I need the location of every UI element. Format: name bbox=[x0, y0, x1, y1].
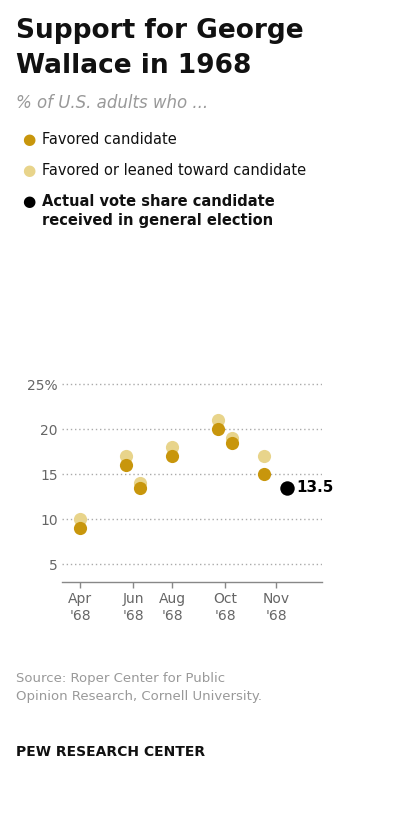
Text: Support for George: Support for George bbox=[16, 18, 304, 44]
Text: Favored or leaned toward candidate: Favored or leaned toward candidate bbox=[42, 163, 306, 177]
Point bbox=[229, 436, 236, 449]
Point bbox=[261, 449, 268, 462]
Point bbox=[137, 481, 144, 494]
Point bbox=[77, 513, 84, 526]
Point bbox=[215, 414, 222, 427]
Text: Wallace in 1968: Wallace in 1968 bbox=[16, 53, 251, 79]
Text: % of U.S. adults who ...: % of U.S. adults who ... bbox=[16, 94, 208, 112]
Text: 13.5: 13.5 bbox=[297, 480, 334, 495]
Text: PEW RESEARCH CENTER: PEW RESEARCH CENTER bbox=[16, 745, 205, 759]
Text: ●: ● bbox=[22, 132, 35, 147]
Point bbox=[123, 449, 130, 462]
Text: Favored candidate: Favored candidate bbox=[42, 132, 177, 147]
Text: Source: Roper Center for Public
Opinion Research, Cornell University.: Source: Roper Center for Public Opinion … bbox=[16, 672, 262, 702]
Point bbox=[261, 467, 268, 480]
Point bbox=[169, 440, 176, 453]
Point bbox=[123, 458, 130, 471]
Point bbox=[284, 481, 291, 494]
Text: Actual vote share candidate
received in general election: Actual vote share candidate received in … bbox=[42, 194, 275, 228]
Text: ●: ● bbox=[22, 194, 35, 208]
Text: ●: ● bbox=[22, 163, 35, 177]
Point bbox=[229, 431, 236, 444]
Point bbox=[77, 522, 84, 535]
Point bbox=[169, 449, 176, 462]
Point bbox=[215, 422, 222, 435]
Point bbox=[137, 477, 144, 490]
